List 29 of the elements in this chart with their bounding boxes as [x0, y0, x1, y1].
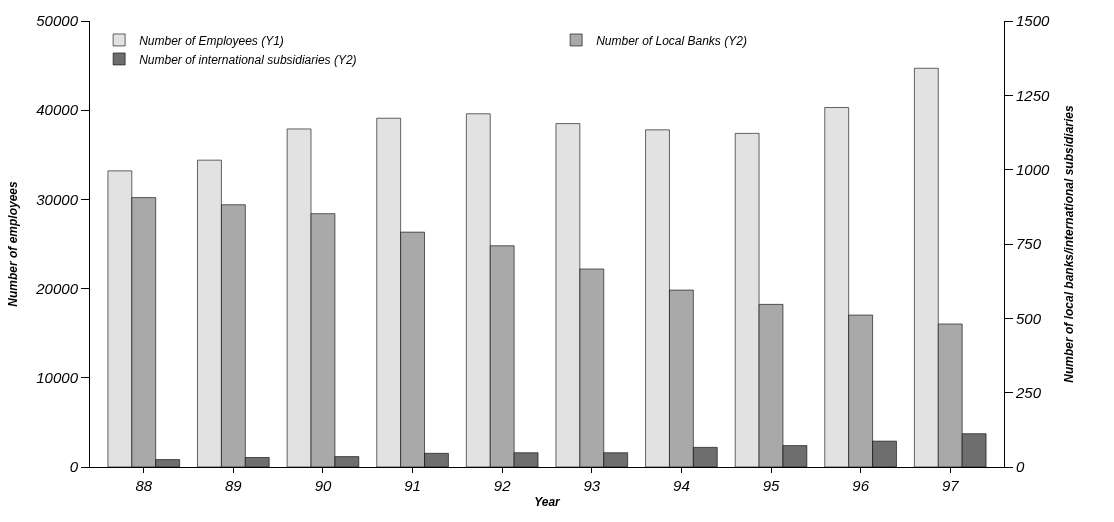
- x-tick-label: 92: [493, 477, 512, 494]
- y-tick-label: 20000: [35, 279, 79, 297]
- y-tick-label: 50000: [36, 12, 79, 30]
- legend-label: Number of Employees (Y1): [139, 33, 284, 48]
- y-tick-label: 40000: [36, 101, 79, 119]
- x-tick-label: 89: [225, 477, 243, 494]
- y-tick-label: 30000: [36, 190, 79, 208]
- x-tick-label: 95: [762, 477, 781, 494]
- y2-tick-label: 750: [1016, 235, 1042, 253]
- y2-tick-label: 1500: [1016, 12, 1051, 30]
- y2-axis-title: Number of local banks/international subsidiaries: [1061, 104, 1076, 383]
- x-tick-label: 97: [941, 477, 960, 494]
- x-tick-label: 88: [135, 477, 153, 494]
- y-tick-label: 0: [69, 458, 79, 476]
- legend-label: Number of international subsidiaries (Y2): [139, 52, 357, 67]
- x-tick-label: 96: [852, 477, 870, 494]
- y-axis-title: Number of employees: [5, 180, 20, 307]
- y2-tick-label: 250: [1015, 383, 1042, 401]
- x-tick-label: 91: [404, 477, 421, 494]
- y2-tick-label: 0: [1016, 458, 1025, 476]
- x-tick-label: 94: [673, 477, 690, 494]
- y2-tick-label: 500: [1016, 309, 1042, 327]
- y2-tick-label: 1000: [1016, 160, 1051, 178]
- y2-tick-label: 1250: [1016, 86, 1051, 104]
- x-tick-label: 93: [583, 477, 601, 494]
- x-tick-label: 90: [314, 477, 332, 494]
- y-tick-label: 10000: [36, 369, 79, 387]
- legend-label: Number of Local Banks (Y2): [596, 33, 747, 48]
- x-axis-title: Year: [534, 494, 562, 509]
